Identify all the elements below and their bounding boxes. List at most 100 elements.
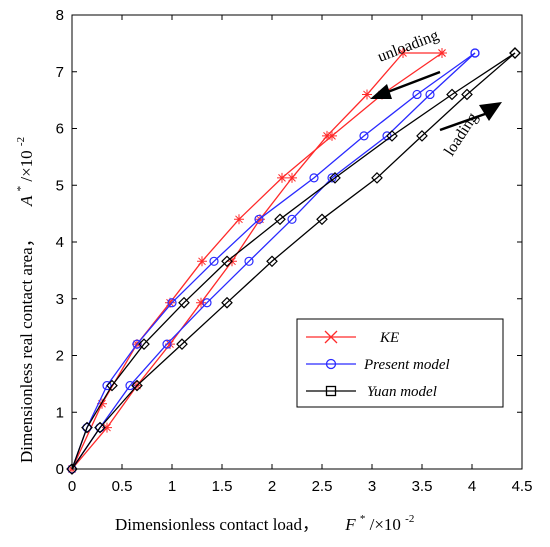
x-tick-label: 4 <box>468 478 476 495</box>
legend-item-yuan-model: Yuan model <box>306 384 437 400</box>
unloading-arrow <box>384 70 441 95</box>
data-point-present-model <box>254 214 264 224</box>
series-line-present-model-unloading <box>71 52 476 470</box>
x-axis-title-var: F <box>344 515 356 534</box>
data-point-ke <box>102 422 112 433</box>
data-point-yuan-model <box>66 463 78 475</box>
y-axis-title-text: Dimensionless real contact area， <box>17 230 36 463</box>
data-point-yuan-model <box>386 130 398 142</box>
data-point-present-model <box>82 422 92 433</box>
y-tick-label: 1 <box>56 404 64 421</box>
data-point-ke <box>165 297 175 308</box>
x-tick-label: 1.5 <box>212 478 233 495</box>
data-point-ke <box>196 297 206 308</box>
data-point-yuan-model <box>94 421 106 434</box>
data-point-yuan-model <box>266 255 278 268</box>
data-point-present-model <box>202 298 212 308</box>
data-point-yuan-model <box>461 88 473 101</box>
y-tick-label: 2 <box>56 348 64 365</box>
y-ticks: 0 1 2 3 4 5 6 7 8 <box>56 7 522 478</box>
unloading-arrow-head <box>370 84 392 99</box>
series-line-present-model-loading <box>71 52 476 470</box>
y-tick-label: 4 <box>56 234 64 251</box>
data-point-present-model <box>167 298 177 308</box>
legend-item-present-model: Present model <box>306 357 450 373</box>
data-point-ke <box>327 130 337 141</box>
data-point-present-model <box>132 339 142 349</box>
x-tick-label: 2.5 <box>312 478 333 495</box>
data-point-present-model <box>470 48 480 58</box>
data-point-ke <box>277 172 287 183</box>
series-line-ke-loading <box>71 52 442 470</box>
data-point-yuan-model <box>416 130 428 142</box>
legend: KE Present model Yuan model <box>296 318 504 408</box>
data-point-yuan-model <box>316 213 328 226</box>
data-point-yuan-model <box>178 296 190 309</box>
x-axis-title-star: * <box>360 513 366 525</box>
y-tick-label: 3 <box>56 291 64 308</box>
legend-label-present: Present model <box>363 357 450 373</box>
y-axis-title-star: * <box>15 186 27 192</box>
x-axis-title-text: Dimensionless contact load， <box>115 515 319 534</box>
data-point-yuan-model <box>221 255 233 268</box>
data-point-yuan-model <box>176 338 188 350</box>
data-point-present-model <box>209 256 219 266</box>
y-axis-title-unit: /×10 <box>17 150 36 181</box>
data-point-yuan-model <box>446 88 458 101</box>
data-point-yuan-model <box>371 172 383 184</box>
data-point-yuan-model <box>81 421 93 434</box>
legend-box <box>296 318 504 408</box>
data-point-present-model <box>425 89 435 100</box>
plot-area: 0 0.5 1 1.5 2 2.5 3 3.5 4 4.5 0 1 2 3 4 5 6 7 8 <box>56 7 533 495</box>
data-point-present-model <box>102 380 112 391</box>
x-tick-label: 0.5 <box>112 478 133 495</box>
x-tick-label: 3 <box>368 478 376 495</box>
data-point-ke <box>165 339 175 350</box>
x-axis-title-unit: /×10 <box>370 515 401 534</box>
y-axis-title: Dimensionless real contact area， A * /×1… <box>9 137 36 463</box>
x-tick-label: 4.5 <box>512 478 533 495</box>
x-tick-label: 2 <box>268 478 276 495</box>
data-point-yuan-model <box>274 213 286 226</box>
y-tick-label: 7 <box>56 64 64 81</box>
legend-marker-yuan <box>325 385 337 397</box>
series-line-yuan-model-unloading <box>71 52 516 470</box>
data-point-ke <box>287 172 297 183</box>
legend-marker-present <box>325 358 337 370</box>
data-point-yuan-model <box>329 172 341 184</box>
data-point-yuan-model <box>221 296 233 309</box>
y-axis-title-exp: -2 <box>15 137 27 146</box>
data-point-yuan-model <box>138 338 150 350</box>
loading-arrow <box>439 112 486 132</box>
y-tick-label: 8 <box>56 7 64 24</box>
series-yuan-model <box>66 47 521 475</box>
data-point-ke <box>234 214 244 225</box>
x-tick-label: 1 <box>168 478 176 495</box>
data-point-ke <box>197 256 207 267</box>
data-point-ke <box>398 48 408 59</box>
legend-marker-ke <box>324 330 338 344</box>
data-point-present-model <box>244 256 254 266</box>
data-point-ke <box>362 89 372 100</box>
data-point-present-model <box>125 380 135 391</box>
x-axis-title: Dimensionless contact load， F * /×10 -2 <box>115 507 414 534</box>
legend-item-ke: KE <box>306 330 399 346</box>
x-ticks: 0 0.5 1 1.5 2 2.5 3 3.5 4 4.5 <box>68 15 533 495</box>
y-tick-label: 5 <box>56 177 64 194</box>
series-line-ke-unloading <box>71 52 443 470</box>
y-tick-label: 6 <box>56 121 64 138</box>
legend-label-yuan: Yuan model <box>367 384 437 400</box>
x-tick-label: 0 <box>68 478 76 495</box>
data-point-present-model <box>412 89 422 100</box>
x-axis-title-exp: -2 <box>405 513 414 525</box>
data-point-ke <box>97 398 107 409</box>
series-present-model <box>67 48 480 474</box>
y-axis-title-var: A <box>17 195 36 207</box>
data-point-present-model <box>287 214 297 224</box>
data-point-present-model <box>162 339 172 349</box>
data-point-yuan-model <box>131 379 143 392</box>
series-line-yuan-model-loading <box>71 52 516 470</box>
x-tick-label: 3.5 <box>412 478 433 495</box>
data-point-yuan-model <box>509 47 521 59</box>
